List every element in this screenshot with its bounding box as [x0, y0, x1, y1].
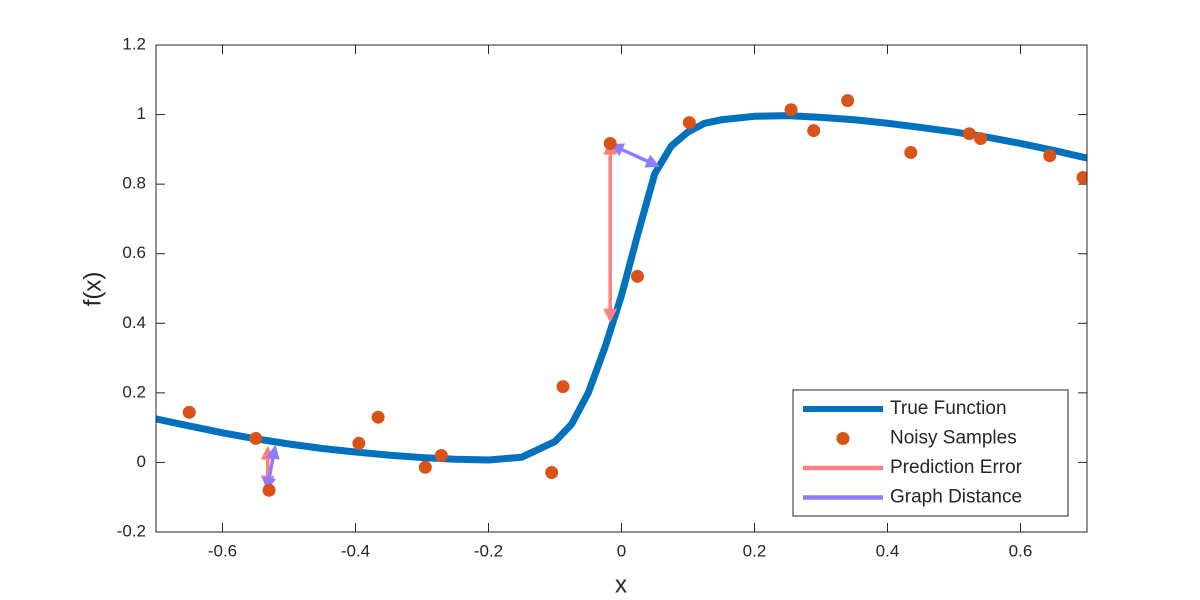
plot-area [156, 94, 1087, 497]
legend: True Function Noisy Samples Prediction Err… [792, 389, 1069, 517]
x-tick-label: -0.2 [474, 541, 503, 560]
sample-point [630, 269, 644, 283]
sample-point [371, 410, 385, 424]
sample-point [603, 136, 617, 150]
legend-label: Prediction Error [890, 457, 1023, 478]
sample-point [682, 116, 696, 130]
y-tick-label: 1 [137, 104, 146, 123]
arrow [262, 444, 280, 492]
sample-point [974, 132, 988, 146]
y-tick-label: -0.2 [117, 521, 146, 540]
y-tick-label: 0.8 [122, 174, 146, 193]
sample-point [434, 448, 448, 462]
x-axis-title: x [615, 571, 627, 598]
x-tick-label: 0.6 [1009, 541, 1033, 560]
legend-label: True Function [890, 398, 1007, 419]
sample-point [1043, 149, 1057, 163]
sample-point [352, 436, 366, 450]
legend-label: Noisy Samples [890, 428, 1017, 449]
legend-marker [836, 432, 850, 445]
sample-point [904, 145, 918, 159]
y-tick-label: 0.2 [122, 382, 146, 401]
sample-point [962, 127, 976, 141]
y-axis-title: f(x) [79, 272, 106, 307]
x-tick-label: 0.2 [743, 541, 767, 560]
x-tick-label: 0.4 [876, 541, 900, 560]
y-tick-label: 0.4 [122, 313, 146, 332]
y-tick-label: 0 [137, 452, 146, 471]
sample-point [784, 103, 798, 117]
sample-point [556, 380, 570, 394]
legend-label: Graph Distance [890, 487, 1022, 508]
arrow [609, 143, 660, 168]
sample-point [1076, 171, 1087, 185]
sample-point [249, 431, 263, 445]
y-tick-label: 1.2 [122, 34, 146, 53]
x-tick-label: -0.6 [208, 541, 237, 560]
plot-frame [155, 44, 1088, 533]
true-function-line [156, 112, 1087, 464]
sample-point [182, 405, 196, 419]
sample-point [418, 460, 432, 474]
y-tick-label: 0.6 [122, 243, 146, 262]
sample-point [545, 466, 559, 480]
sample-point [841, 94, 855, 108]
sample-point [807, 124, 821, 138]
x-tick-label: -0.4 [341, 541, 370, 560]
x-tick-label: 0 [617, 541, 626, 560]
sample-point [262, 483, 276, 497]
